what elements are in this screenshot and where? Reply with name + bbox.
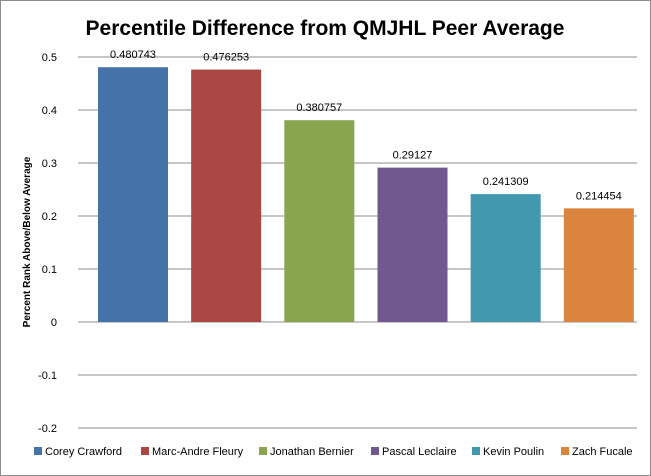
data-label: 0.480743	[110, 49, 156, 61]
legend-label: Marc-Andre Fleury	[152, 446, 244, 458]
bar-marc-andre-fleury	[191, 69, 262, 322]
legend-label: Zach Fucale	[572, 446, 633, 458]
legend-swatch	[561, 447, 569, 455]
legend-label: Corey Crawford	[45, 446, 122, 458]
legend-swatch	[259, 447, 267, 455]
bar-corey-crawford	[98, 67, 168, 322]
chart-title: Percentile Difference from QMJHL Peer Av…	[86, 17, 565, 40]
bars	[98, 67, 634, 322]
bar-jonathan-bernier	[284, 120, 355, 322]
y-tick-label: -0.2	[38, 423, 57, 435]
data-label: 0.380757	[296, 102, 342, 114]
data-label: 0.29127	[393, 150, 433, 162]
y-axis-ticks: 0.5 0.4 0.3 0.2 0.1 0 -0.1 -0.2	[38, 52, 57, 435]
legend: Corey Crawford Marc-Andre Fleury Jonathan …	[34, 446, 633, 458]
legend-label: Jonathan Bernier	[270, 446, 354, 458]
y-tick-label: 0.5	[42, 52, 57, 64]
data-labels: 0.480743 0.476253 0.380757 0.29127 0.241309 0…	[110, 49, 622, 202]
legend-swatch	[472, 447, 480, 455]
data-label: 0.241309	[483, 176, 529, 188]
legend-swatch	[371, 447, 379, 455]
y-tick-label: 0.2	[42, 211, 57, 223]
data-label: 0.476253	[203, 52, 249, 64]
legend-label: Kevin Poulin	[483, 446, 544, 458]
bar-pascal-leclaire	[377, 167, 448, 322]
data-label: 0.214454	[576, 190, 622, 202]
legend-swatch	[34, 447, 42, 455]
y-axis-title: Percent Rank Above/Below Average	[22, 156, 33, 327]
y-tick-label: 0.1	[42, 264, 57, 276]
y-tick-label: 0.4	[42, 105, 57, 117]
bar-kevin-poulin	[470, 194, 541, 322]
bar-zach-fucale	[563, 208, 634, 322]
y-tick-label: 0	[51, 317, 57, 329]
gridlines	[78, 56, 637, 429]
y-tick-label: 0.3	[42, 158, 57, 170]
y-tick-label: -0.1	[38, 370, 57, 382]
legend-label: Pascal Leclaire	[382, 446, 457, 458]
legend-swatch	[141, 447, 149, 455]
